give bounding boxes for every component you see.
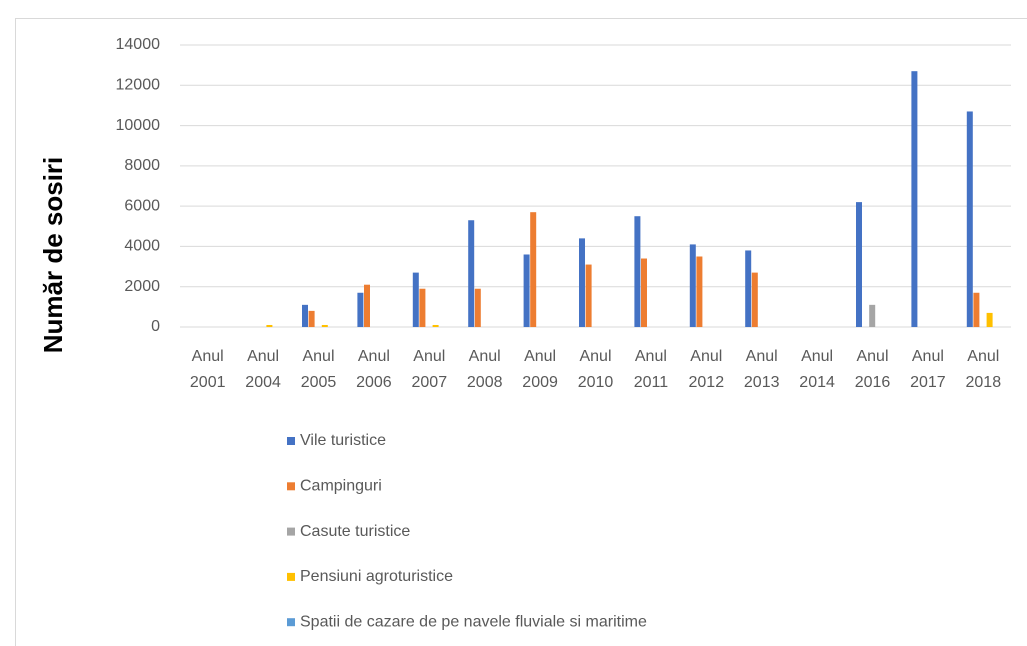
bar — [641, 258, 647, 327]
bar — [321, 324, 328, 327]
bar — [419, 288, 426, 327]
bar — [696, 256, 703, 327]
x-tick-label: Anul 2018 — [966, 348, 1002, 391]
legend-label: Pensiuni agroturistice — [300, 568, 453, 585]
bar — [585, 264, 592, 327]
bar — [973, 292, 980, 327]
bar — [302, 304, 308, 327]
x-tick-label: Anul 2004 — [245, 348, 281, 391]
y-tick-label: 6000 — [124, 197, 160, 214]
bar — [266, 324, 273, 327]
bar — [523, 254, 530, 327]
x-tick-label: Anul 2017 — [910, 348, 946, 391]
bar — [856, 202, 862, 327]
y-tick-label: 2000 — [124, 278, 160, 295]
legend-label: Casute turistice — [300, 523, 410, 540]
bar — [745, 250, 752, 327]
x-tick-label: Anul 2012 — [689, 348, 725, 391]
bar — [869, 304, 876, 327]
x-tick-label: Anul 2008 — [467, 348, 503, 391]
x-tick-label: Anul 2006 — [356, 348, 392, 391]
bar — [364, 284, 370, 327]
x-tick-label: Anul 2016 — [855, 348, 891, 391]
bar — [474, 288, 481, 327]
x-tick-label: Anul 2009 — [522, 348, 558, 391]
bar — [432, 324, 439, 327]
bar — [634, 216, 641, 327]
legend-swatch — [287, 618, 295, 627]
bar — [357, 292, 364, 327]
x-tick-label: Anul 2005 — [301, 348, 337, 391]
x-tick-label: Anul 2001 — [190, 348, 226, 391]
legend-label: Spatii de cazare de pe navele fluviale s… — [300, 613, 647, 630]
bar — [308, 310, 315, 327]
y-tick-label: 14000 — [116, 36, 161, 53]
bar — [751, 272, 758, 327]
chart-frame — [15, 18, 1027, 646]
bar — [911, 71, 918, 327]
y-tick-label: 4000 — [124, 238, 160, 255]
y-tick-label: 0 — [151, 318, 160, 335]
x-tick-label: Anul 2014 — [799, 348, 835, 391]
bar — [966, 111, 973, 327]
bar — [468, 220, 475, 327]
legend-label: Vile turistice — [300, 432, 386, 449]
y-tick-label: 10000 — [116, 117, 161, 134]
bar — [986, 312, 993, 327]
x-tick-label: Anul 2011 — [634, 348, 669, 391]
y-tick-label: 12000 — [116, 77, 161, 94]
bar — [579, 238, 585, 327]
legend-swatch — [287, 482, 295, 491]
legend-swatch — [287, 527, 295, 536]
bar — [412, 272, 419, 327]
x-tick-label: Anul 2013 — [744, 348, 780, 391]
legend-swatch — [287, 437, 295, 445]
y-axis-title: Număr de sosiri — [38, 157, 68, 354]
legend-label: Campinguri — [300, 478, 382, 495]
bar — [530, 212, 537, 327]
y-tick-label: 8000 — [124, 157, 160, 174]
x-tick-label: Anul 2010 — [578, 348, 614, 391]
bar — [689, 244, 696, 327]
x-tick-label: Anul 2007 — [412, 348, 448, 391]
legend-swatch — [287, 572, 295, 581]
